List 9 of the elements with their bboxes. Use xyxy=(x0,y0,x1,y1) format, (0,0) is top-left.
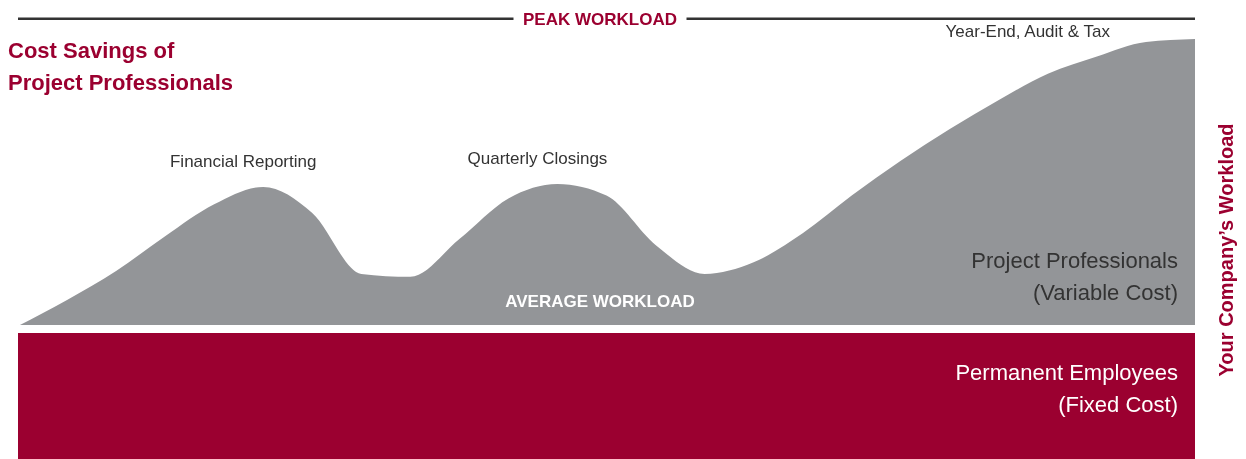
y-axis-title: Your Company’s Workload xyxy=(1215,123,1237,377)
annotation: Quarterly Closings xyxy=(467,149,608,168)
ref-line-label: AVERAGE WORKLOAD xyxy=(505,292,695,311)
series-label: Permanent Employees (Fixed Cost) xyxy=(955,360,1178,417)
ref-line-label: PEAK WORKLOAD xyxy=(523,9,677,29)
text: Cost Savings of Project Professionals xyxy=(8,38,233,95)
annotation: Year-End, Audit & Tax xyxy=(945,22,1111,41)
annotation: Financial Reporting xyxy=(169,151,317,171)
series-label: Project Professionals (Variable Cost) xyxy=(971,248,1178,305)
